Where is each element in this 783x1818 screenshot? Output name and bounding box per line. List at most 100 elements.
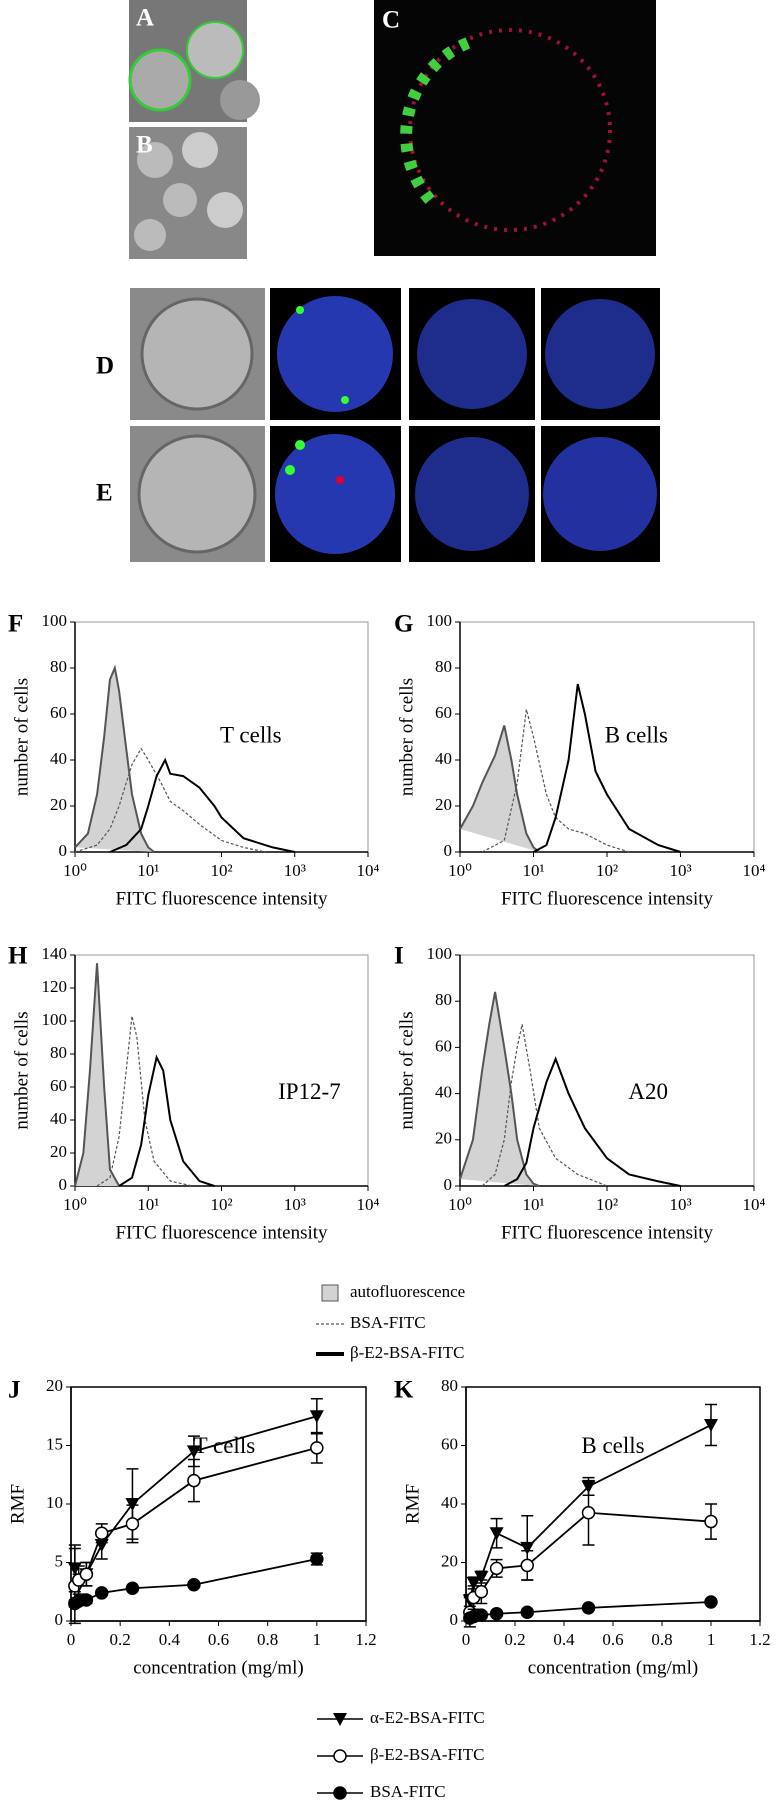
y-tick-label: 15: [46, 1434, 63, 1453]
histogram-curve: [96, 1015, 193, 1187]
series-line: [74, 1446, 318, 1587]
x-tick-label: 1: [313, 1630, 322, 1649]
panel-label: K: [394, 1377, 414, 1404]
cell: [207, 192, 243, 228]
y-tick-label: 100: [427, 944, 453, 963]
cell: [140, 297, 254, 411]
x-tick-label: 1: [707, 1630, 716, 1649]
marker: [187, 1577, 201, 1592]
histogram-curve: [481, 709, 630, 853]
y-tick-label: 60: [50, 1076, 67, 1095]
marker: [310, 1552, 324, 1566]
x-tick-label: 10¹: [522, 1195, 544, 1214]
cell: [137, 142, 173, 178]
x-tick-label: 10¹: [137, 1195, 159, 1214]
cell: [134, 219, 166, 251]
y-tick-label: 80: [50, 657, 67, 676]
y-tick-label: 120: [42, 977, 68, 996]
x-tick-label: 10²: [210, 1195, 232, 1214]
y-tick-label: 0: [55, 1610, 64, 1629]
x-tick-label: 10²: [596, 1195, 618, 1214]
x-tick-label: 10²: [210, 861, 232, 880]
x-tick-label: 10³: [669, 1195, 691, 1214]
y-tick-label: 10: [46, 1493, 63, 1512]
y-tick-label: 80: [435, 990, 452, 1009]
annotation: T cells: [220, 722, 282, 747]
x-tick-label: 1.2: [355, 1630, 376, 1649]
marker: [79, 1593, 94, 1607]
x-tick-label: 10⁰: [63, 1195, 87, 1214]
y-tick-label: 40: [441, 1493, 458, 1512]
x-tick-label: 10¹: [522, 861, 544, 880]
marker: [187, 1473, 201, 1488]
x-tick-label: 10⁰: [63, 861, 87, 880]
panel-label: J: [8, 1377, 21, 1404]
marker: [704, 1595, 718, 1609]
panel-label: E: [96, 480, 113, 507]
y-tick-label: 40: [435, 749, 452, 768]
annotation: B cells: [581, 1433, 644, 1458]
x-tick-label: 0.2: [504, 1630, 525, 1649]
y-axis-label: RMF: [7, 1484, 28, 1524]
histogram-curve: [459, 991, 540, 1187]
plot-frame: [74, 954, 369, 1187]
annotation: A20: [628, 1079, 668, 1104]
x-tick-label: 10⁰: [448, 861, 472, 880]
panel-label: C: [382, 7, 400, 34]
y-tick-label: 20: [435, 795, 452, 814]
x-tick-label: 10⁴: [743, 1195, 766, 1214]
marker: [704, 1419, 718, 1433]
legend-label: β-E2-BSA-FITC: [350, 1343, 464, 1362]
y-tick-label: 100: [42, 1010, 68, 1029]
histogram-curve: [74, 963, 120, 1187]
x-tick-label: 0.8: [651, 1630, 672, 1649]
marker: [333, 1749, 347, 1763]
marker: [474, 1608, 489, 1622]
y-tick-label: 20: [50, 1142, 67, 1161]
y-tick-label: 60: [435, 703, 452, 722]
marker: [94, 1586, 109, 1600]
y-tick-label: 20: [46, 1376, 63, 1395]
annotation: IP12-7: [278, 1079, 341, 1104]
marker: [125, 1517, 140, 1531]
histogram-curve: [118, 1054, 215, 1187]
marker: [489, 1606, 504, 1621]
marker: [333, 1713, 347, 1726]
marker: [333, 1786, 347, 1800]
y-tick-label: 80: [441, 1376, 458, 1395]
dot: [295, 440, 305, 450]
cell: [128, 48, 192, 112]
marker: [474, 1571, 489, 1585]
marker: [520, 1541, 535, 1555]
y-axis-label: number of cells: [11, 1011, 32, 1129]
histogram-curve: [481, 1024, 608, 1187]
legend-label: BSA-FITC: [370, 1782, 446, 1801]
cell: [545, 299, 655, 409]
y-tick-label: 20: [441, 1551, 458, 1570]
y-tick-label: 20: [50, 795, 67, 814]
y-tick-label: 0: [450, 1610, 459, 1629]
marker: [79, 1567, 94, 1581]
y-axis-label: number of cells: [396, 1011, 417, 1129]
cell: [275, 434, 395, 554]
marker: [581, 1601, 596, 1615]
x-axis-label: FITC fluorescence intensity: [501, 888, 714, 909]
marker: [309, 1410, 324, 1424]
marker: [520, 1605, 534, 1619]
cell-membrane: [408, 28, 612, 232]
marker: [186, 1445, 201, 1459]
panel-label: F: [8, 611, 23, 638]
y-tick-label: 0: [59, 1175, 68, 1194]
cell: [186, 21, 244, 79]
panel-label: A: [136, 5, 154, 32]
x-axis-label: concentration (mg/ml): [133, 1657, 303, 1678]
histogram-curve: [74, 664, 155, 853]
y-axis-label: RMF: [402, 1484, 423, 1524]
x-tick-label: 0.4: [553, 1630, 575, 1649]
dot: [285, 465, 295, 475]
y-tick-label: 40: [50, 749, 67, 768]
y-tick-label: 60: [435, 1036, 452, 1055]
x-tick-label: 0.4: [159, 1630, 181, 1649]
marker: [581, 1506, 596, 1520]
x-tick-label: 0.6: [602, 1630, 623, 1649]
